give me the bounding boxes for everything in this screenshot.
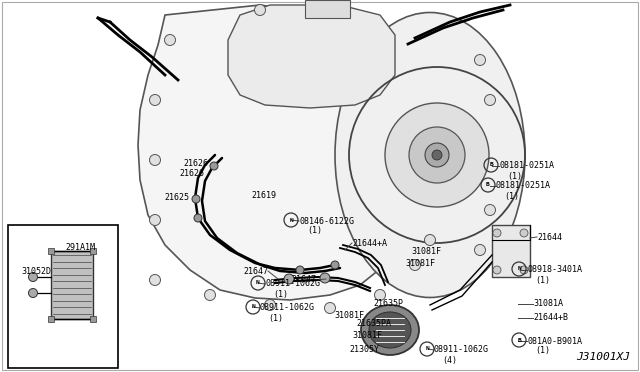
Text: 08146-6122G: 08146-6122G xyxy=(299,217,354,225)
Circle shape xyxy=(520,266,528,274)
Circle shape xyxy=(150,94,161,106)
Circle shape xyxy=(29,289,38,298)
Circle shape xyxy=(385,103,489,207)
Text: 21626: 21626 xyxy=(183,158,208,167)
Circle shape xyxy=(284,274,294,284)
Text: 31081F: 31081F xyxy=(411,247,441,256)
Text: 21644: 21644 xyxy=(537,232,562,241)
Text: B: B xyxy=(517,337,521,343)
PathPatch shape xyxy=(228,5,395,108)
Text: 21635P: 21635P xyxy=(373,298,403,308)
Circle shape xyxy=(164,35,175,45)
Text: B: B xyxy=(486,183,490,187)
Text: (1): (1) xyxy=(507,171,522,180)
Circle shape xyxy=(320,273,330,283)
Text: 21647: 21647 xyxy=(291,276,316,285)
Text: (1): (1) xyxy=(268,314,283,323)
Circle shape xyxy=(424,234,435,246)
Circle shape xyxy=(410,260,420,270)
Circle shape xyxy=(484,94,495,106)
Text: (4): (4) xyxy=(442,356,457,365)
PathPatch shape xyxy=(138,5,415,300)
Bar xyxy=(90,248,96,254)
Ellipse shape xyxy=(361,305,419,355)
Circle shape xyxy=(150,275,161,285)
Text: J31001XJ: J31001XJ xyxy=(576,352,630,362)
Bar xyxy=(51,251,93,319)
Text: 31081F: 31081F xyxy=(334,311,364,320)
Circle shape xyxy=(425,143,449,167)
Text: 291A1M: 291A1M xyxy=(65,243,95,251)
Bar xyxy=(305,0,350,18)
Ellipse shape xyxy=(369,312,411,348)
Text: 08911-1062G: 08911-1062G xyxy=(265,279,320,289)
Text: 08181-0251A: 08181-0251A xyxy=(499,161,554,170)
Text: 21647: 21647 xyxy=(243,266,268,276)
Circle shape xyxy=(192,195,200,203)
Ellipse shape xyxy=(335,13,525,298)
Circle shape xyxy=(255,4,266,16)
Text: 21626: 21626 xyxy=(179,169,204,177)
Text: 21635PA: 21635PA xyxy=(356,318,391,327)
Circle shape xyxy=(409,127,465,183)
Text: N: N xyxy=(256,280,260,285)
Circle shape xyxy=(264,299,275,311)
Text: (1): (1) xyxy=(535,346,550,356)
Circle shape xyxy=(29,273,38,282)
Text: 21644+B: 21644+B xyxy=(533,314,568,323)
Circle shape xyxy=(374,289,385,301)
Text: 08911-1062G: 08911-1062G xyxy=(434,346,489,355)
Text: (1): (1) xyxy=(504,192,519,201)
Text: 08918-3401A: 08918-3401A xyxy=(527,266,582,275)
Circle shape xyxy=(474,55,486,65)
Text: 31081A: 31081A xyxy=(533,299,563,308)
Text: 081A0-B901A: 081A0-B901A xyxy=(527,337,582,346)
Text: 08181-0251A: 08181-0251A xyxy=(496,182,551,190)
Circle shape xyxy=(331,261,339,269)
Bar xyxy=(48,316,54,322)
Circle shape xyxy=(210,162,218,170)
Text: N: N xyxy=(425,346,429,352)
Text: 31052D: 31052D xyxy=(21,266,51,276)
Circle shape xyxy=(205,289,216,301)
Circle shape xyxy=(296,266,304,274)
Circle shape xyxy=(493,229,501,237)
Text: 31081F: 31081F xyxy=(352,330,382,340)
Text: 21644+A: 21644+A xyxy=(352,238,387,247)
Text: N: N xyxy=(517,266,521,272)
Text: (1): (1) xyxy=(535,276,550,285)
Circle shape xyxy=(520,229,528,237)
Circle shape xyxy=(474,244,486,256)
Text: N: N xyxy=(289,218,293,222)
Circle shape xyxy=(493,266,501,274)
Circle shape xyxy=(194,214,202,222)
Circle shape xyxy=(324,302,335,314)
Bar xyxy=(492,225,530,277)
Text: 08911-1062G: 08911-1062G xyxy=(260,304,315,312)
Circle shape xyxy=(150,215,161,225)
Circle shape xyxy=(150,154,161,166)
Text: (1): (1) xyxy=(273,289,288,298)
Circle shape xyxy=(432,150,442,160)
Bar xyxy=(48,248,54,254)
Text: 21625: 21625 xyxy=(164,192,189,202)
Text: 21305Y: 21305Y xyxy=(349,344,379,353)
Text: 31081F: 31081F xyxy=(405,259,435,267)
Text: N: N xyxy=(251,305,255,310)
Bar xyxy=(8,225,118,368)
Bar xyxy=(90,316,96,322)
Text: 21619: 21619 xyxy=(251,190,276,199)
Text: B: B xyxy=(489,163,493,167)
Circle shape xyxy=(484,205,495,215)
Text: (1): (1) xyxy=(307,227,322,235)
